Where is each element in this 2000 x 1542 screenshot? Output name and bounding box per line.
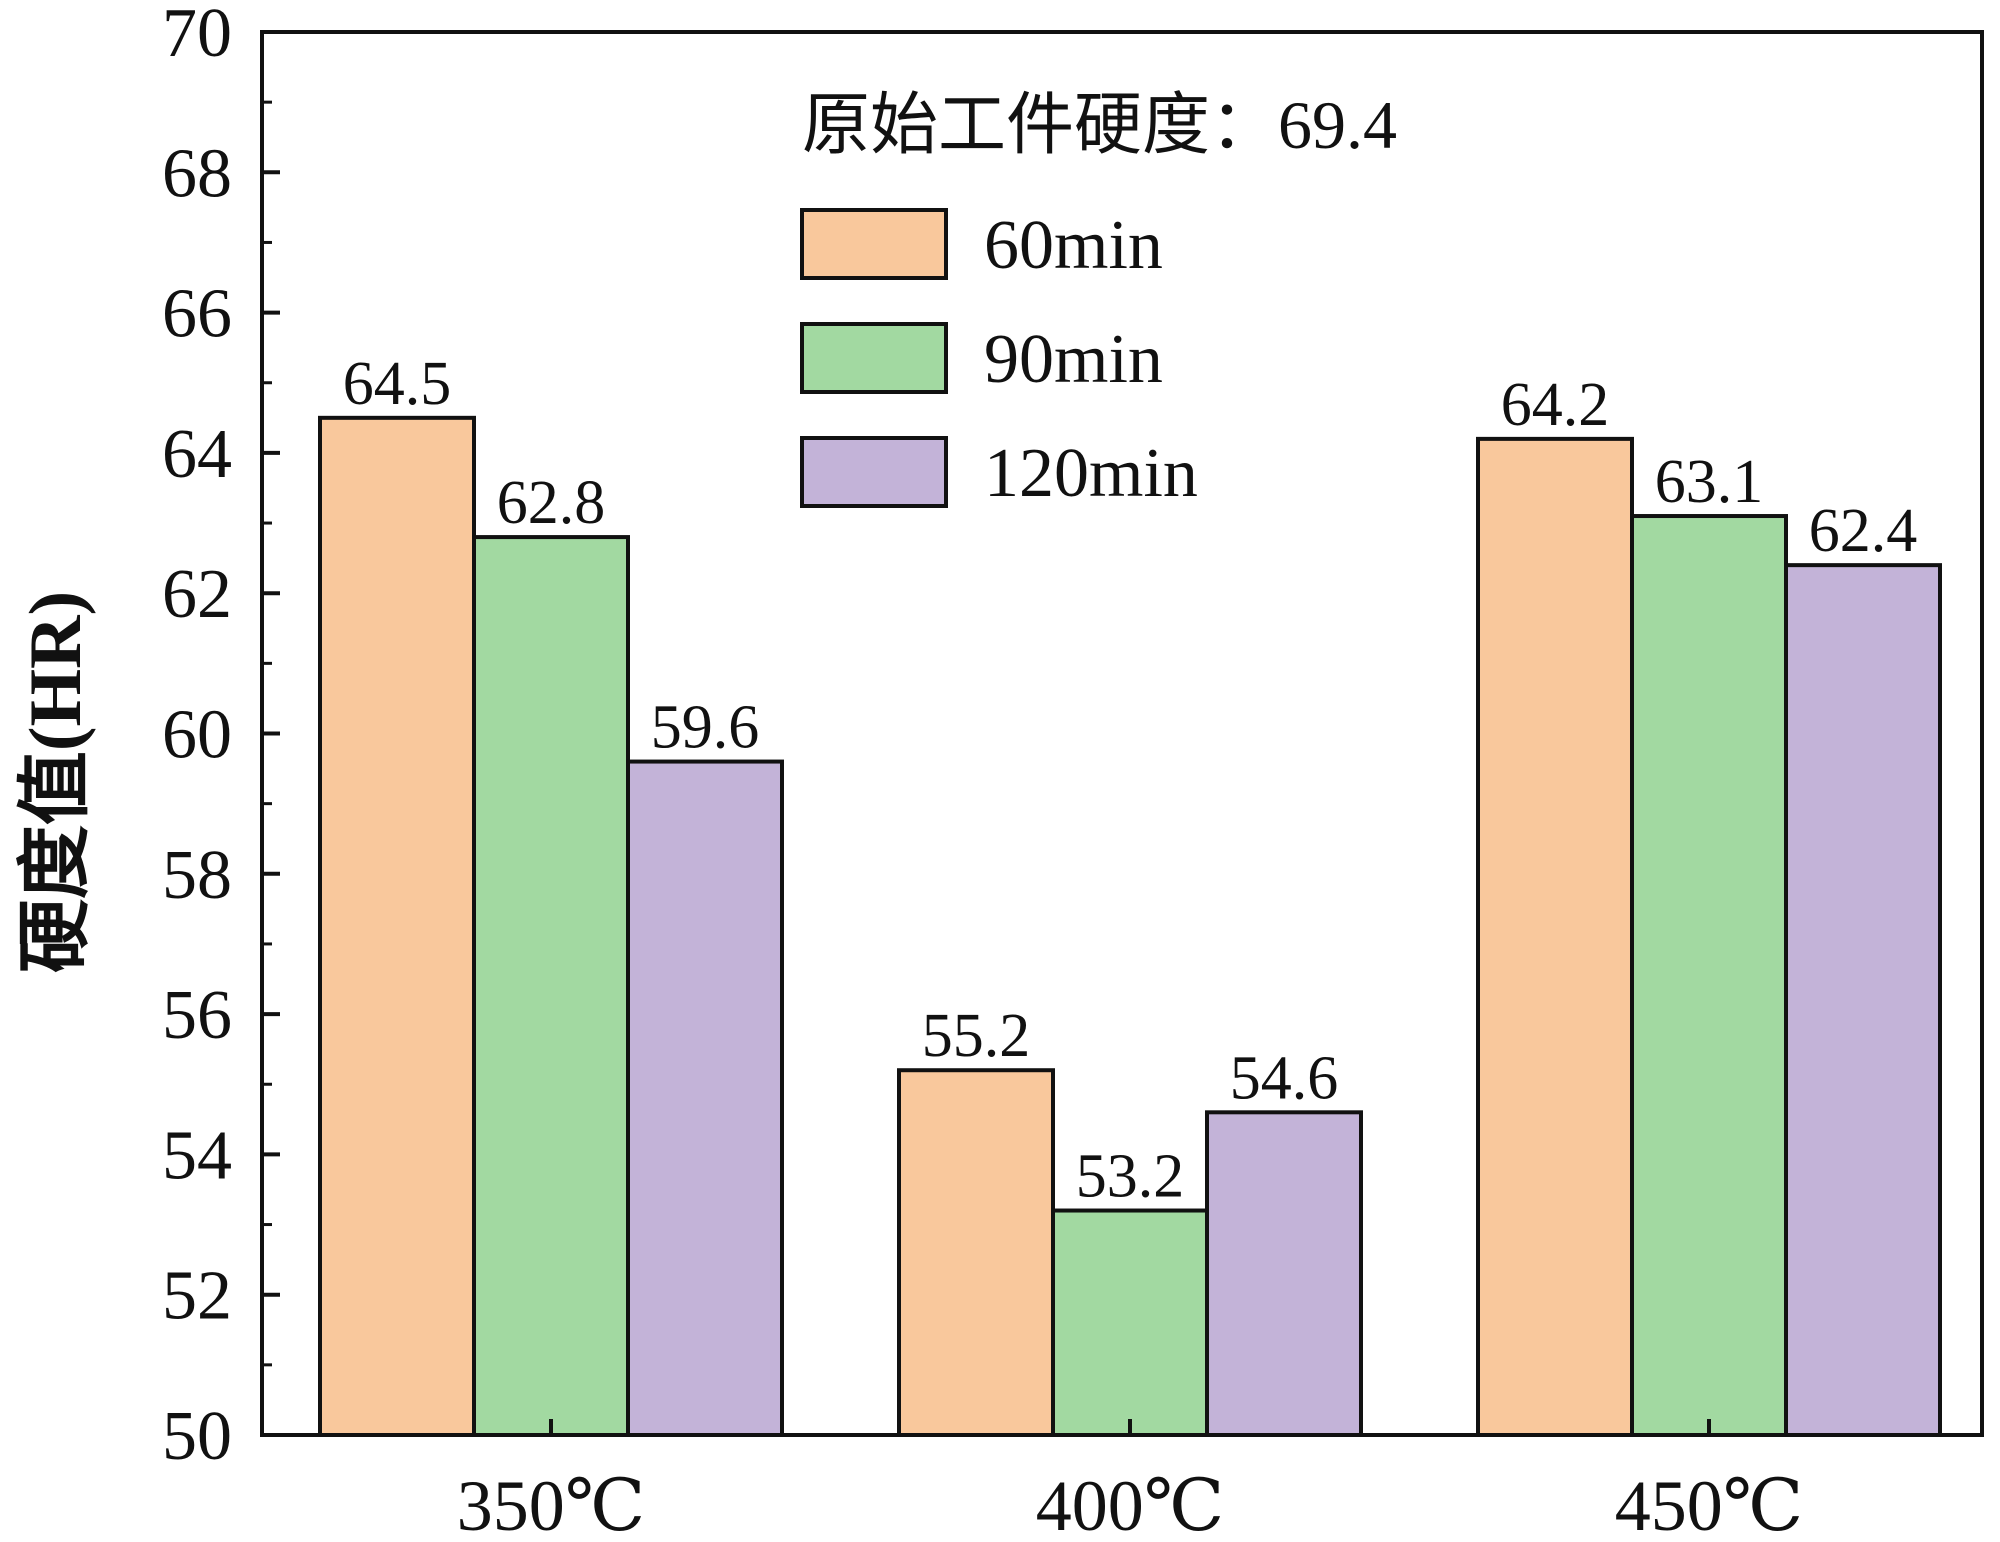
legend-swatch-120min — [800, 436, 948, 508]
legend-swatch-60min — [800, 208, 948, 280]
data-label: 64.5 — [343, 350, 452, 418]
bar-60min-1 — [897, 1068, 1055, 1437]
bar-90min-1 — [1051, 1208, 1209, 1438]
y-tick-label: 70 — [162, 0, 232, 72]
y-tick-label: 50 — [162, 1398, 232, 1475]
data-label: 59.6 — [651, 694, 760, 762]
data-label: 53.2 — [1076, 1143, 1185, 1211]
y-axis-title: 硬度值(HR) — [15, 591, 97, 973]
y-tick-label: 52 — [162, 1258, 232, 1335]
legend-label-60min: 60min — [984, 207, 1163, 284]
bar-60min-0 — [318, 415, 476, 1437]
bar-120min-0 — [626, 759, 784, 1437]
data-label: 64.2 — [1501, 371, 1610, 439]
data-label: 55.2 — [922, 1002, 1031, 1070]
bar-60min-2 — [1476, 436, 1634, 1437]
data-label: 63.1 — [1655, 448, 1764, 516]
legend-label-120min: 120min — [984, 435, 1198, 512]
legend-label-90min: 90min — [984, 321, 1163, 398]
bar-90min-0 — [472, 535, 630, 1437]
bar-120min-2 — [1784, 563, 1942, 1437]
bar-120min-1 — [1205, 1110, 1363, 1438]
bar-90min-2 — [1630, 514, 1788, 1437]
x-category-label: 400℃ — [1036, 1466, 1225, 1537]
y-tick-label: 58 — [162, 837, 232, 914]
legend: 原始工件硬度：69.4 60min 90min 120min — [800, 87, 1397, 512]
legend-swatch-90min — [800, 322, 948, 394]
y-tick-label: 62 — [162, 556, 232, 633]
y-tick-label: 56 — [162, 977, 232, 1054]
y-axis-title-group: 硬度值(HR) — [15, 591, 97, 973]
y-tick-label: 68 — [162, 135, 232, 212]
legend-annotation: 原始工件硬度：69.4 — [802, 87, 1397, 163]
y-tick-label: 54 — [162, 1117, 232, 1194]
y-tick-label: 66 — [162, 276, 232, 353]
data-labels-layer: 64.5 62.8 59.6 55.2 53.2 54.6 64.2 63.1 62.4 — [343, 350, 1918, 1211]
y-tick-label: 60 — [162, 697, 232, 774]
x-category-label: 450℃ — [1615, 1466, 1804, 1537]
plot-frame — [260, 30, 1984, 1437]
x-category-label: 350℃ — [457, 1466, 646, 1537]
data-label: 62.8 — [497, 469, 606, 537]
ticks-layer: 50 52 54 56 58 60 62 64 66 68 70 350℃ 400℃ 450℃ — [162, 0, 1804, 1542]
data-label: 54.6 — [1230, 1044, 1339, 1112]
bars-layer — [318, 415, 1942, 1438]
y-tick-label: 64 — [162, 416, 232, 493]
data-label: 62.4 — [1809, 497, 1918, 565]
